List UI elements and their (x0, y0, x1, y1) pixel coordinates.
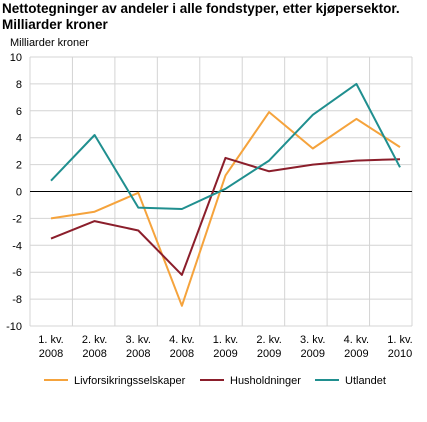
y-tick-labels: 10 8 6 4 2 0 -2 -4 -6 -8 -10 (6, 52, 22, 333)
legend: Livforsikringsselskaper Husholdninger Utla… (44, 375, 386, 387)
legend-label: Livforsikringsselskaper (74, 375, 186, 387)
series-lines (50, 82, 401, 307)
y-tick-label: 8 (16, 79, 22, 91)
x-tick-label: 3. kv. 2008 (126, 334, 151, 360)
y-tick-label: 2 (16, 160, 22, 172)
y-tick-label: 0 (16, 187, 22, 199)
x-tick-label: 1. kv. 2009 (213, 334, 238, 360)
x-tick-labels: 1. kv. 2008 2. kv. 2008 3. kv. 2008 4. kv. 2008… (38, 334, 412, 360)
x-tick-label: 4. kv. 2008 (169, 334, 194, 360)
y-tick-label: -10 (6, 321, 22, 333)
x-tick-label: 2. kv. 2008 (82, 334, 107, 360)
y-tick-label: 6 (16, 106, 22, 118)
series-line (50, 82, 401, 210)
series-line (50, 156, 401, 276)
x-tick-label: 2. kv. 2009 (256, 334, 281, 360)
legend-label: Utlandet (345, 375, 386, 387)
chart-title: Nettotegninger av andeler i alle fondsty… (2, 1, 400, 32)
y-tick-label: 4 (16, 133, 22, 145)
x-tick-label: 3. kv. 2009 (300, 334, 325, 360)
x-tick-label: 1. kv. 2010 (387, 334, 412, 360)
x-tick-label: 4. kv. 2009 (344, 334, 369, 360)
y-axis-unit-label: Milliarder kroner (10, 37, 89, 49)
series-line (50, 111, 401, 307)
y-tick-label: -6 (12, 267, 22, 279)
y-tick-label: -2 (12, 213, 22, 225)
x-tick-label: 1. kv. 2008 (38, 334, 63, 360)
legend-label: Husholdninger (230, 375, 301, 387)
y-tick-label: -8 (12, 294, 22, 306)
y-tick-label: -4 (12, 240, 22, 252)
y-tick-label: 10 (10, 52, 22, 64)
